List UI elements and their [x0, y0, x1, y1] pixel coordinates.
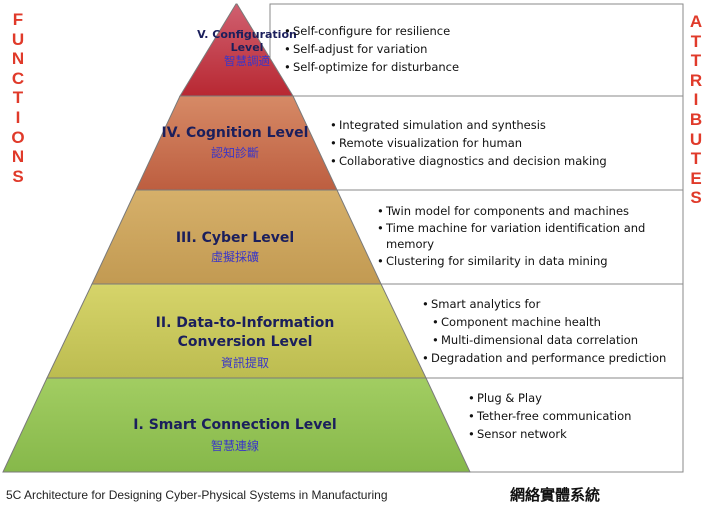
- attribute-item: Remote visualization for human: [330, 134, 607, 152]
- level-3-attributes: Twin model for components and machines T…: [377, 203, 675, 270]
- attribute-item: Smart analytics for: [422, 295, 666, 313]
- level-3-chinese: 虛擬採礦: [210, 250, 259, 264]
- vertical-letter: U: [689, 129, 703, 149]
- attribute-subitem: Multi-dimensional data correlation: [432, 331, 666, 349]
- level-2-title: II. Data-to-Information Conversion Level: [155, 315, 335, 350]
- vertical-letter: F: [12, 10, 24, 29]
- level-1-label: I. Smart Connection Level 智慧連線: [100, 416, 370, 456]
- attribute-item: Time machine for variation identificatio…: [377, 220, 675, 252]
- level-2-attributes: Smart analytics for Component machine he…: [422, 295, 666, 367]
- level-1-attributes: Plug & Play Tether-free communication Se…: [468, 389, 631, 443]
- vertical-letter: S: [690, 188, 702, 208]
- level-4-title: IV. Cognition Level: [161, 125, 309, 141]
- attribute-item: Degradation and performance prediction: [422, 349, 666, 367]
- attribute-item: Sensor network: [468, 425, 631, 443]
- vertical-letter: T: [690, 149, 702, 169]
- vertical-letter: N: [11, 147, 25, 167]
- level-5-title: V. Configuration Level: [197, 28, 297, 54]
- figure-caption-chinese: 網絡實體系統: [510, 486, 601, 504]
- vertical-letter: B: [689, 109, 703, 129]
- vertical-letter: C: [11, 68, 25, 88]
- vertical-letter: R: [689, 70, 703, 90]
- level-3-label: III. Cyber Level 虛擬採礦: [150, 229, 320, 266]
- vertical-letter: I: [693, 90, 699, 110]
- level-4-attributes: Integrated simulation and synthesis Remo…: [330, 116, 607, 170]
- attribute-item: Plug & Play: [468, 389, 631, 407]
- level-1-chinese: 智慧連線: [210, 439, 259, 453]
- vertical-letter: T: [690, 51, 702, 71]
- level-5-attributes: Self-configure for resilience Self-adjus…: [284, 22, 459, 76]
- attribute-item: Self-optimize for disturbance: [284, 58, 459, 76]
- tier-level-5: [179, 3, 294, 97]
- level-4-chinese: 認知診斷: [210, 146, 259, 160]
- level-4-label: IV. Cognition Level 認知診斷: [150, 124, 320, 162]
- vertical-letter: S: [12, 166, 24, 186]
- pyramid: [2, 3, 471, 473]
- vertical-letter: T: [690, 31, 702, 51]
- figure-caption: 5C Architecture for Designing Cyber-Phys…: [6, 488, 388, 502]
- level-5-chinese: 智慧調適: [224, 54, 270, 68]
- attribute-subitem: Component machine health: [432, 313, 666, 331]
- attribute-item: Self-configure for resilience: [284, 22, 459, 40]
- vertical-letter: E: [690, 168, 702, 188]
- vertical-letter: U: [11, 29, 25, 49]
- level-3-title: III. Cyber Level: [175, 230, 295, 246]
- vertical-letter: A: [689, 12, 703, 31]
- vertical-letter: O: [11, 127, 25, 147]
- attribute-item: Tether-free communication: [468, 407, 631, 425]
- level-1-title: I. Smart Connection Level: [133, 417, 337, 433]
- level-5-label: V. Configuration Level 智慧調適: [188, 28, 306, 68]
- attribute-item: Integrated simulation and synthesis: [330, 116, 607, 134]
- attribute-item: Clustering for similarity in data mining: [377, 253, 675, 269]
- vertical-letter: T: [12, 88, 24, 108]
- attribute-item: Twin model for components and machines: [377, 203, 675, 219]
- vertical-letter: I: [15, 107, 21, 127]
- level-2-chinese: 資訊提取: [220, 356, 269, 370]
- level-2-label: II. Data-to-Information Conversion Level…: [110, 314, 380, 373]
- attribute-item: Collaborative diagnostics and decision m…: [330, 152, 607, 170]
- vertical-letter: N: [11, 49, 25, 69]
- attribute-item: Self-adjust for variation: [284, 40, 459, 58]
